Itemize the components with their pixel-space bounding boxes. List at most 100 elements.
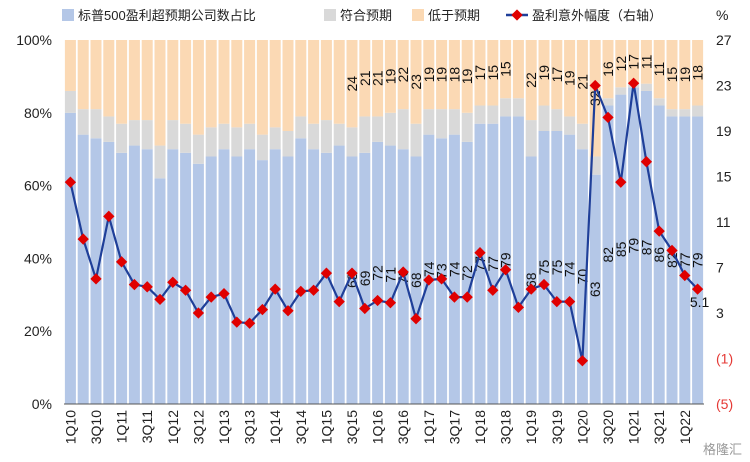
bar-layer: [64, 40, 704, 405]
bar-2q16-s1: [384, 112, 396, 146]
bar-2q22-s1: [692, 105, 704, 117]
bar-1q13-s2: [218, 40, 230, 124]
surprise-point-3q13: [243, 317, 256, 329]
surprise-point-1q18: [474, 247, 486, 259]
legend-label-0: 标普500盈利超预期公司数占比: [78, 8, 256, 23]
bar-label-3q18-s2: 15: [498, 61, 514, 77]
bar-4q20-s1: [615, 87, 627, 95]
bar-4q16-s2: [410, 40, 422, 124]
bar-3q18-s2: [500, 40, 512, 99]
bar-label-4q21-s2: 15: [664, 67, 680, 83]
surprise-point-2q19: [538, 278, 550, 291]
bar-4q21-s2: [666, 40, 678, 110]
bar-3q16-s1: [397, 109, 409, 150]
bar-1q13-s1: [218, 123, 230, 150]
surprise-point-3q17: [448, 291, 461, 303]
surprise-point-1q16: [371, 294, 384, 307]
surprise-point-4q16: [410, 313, 422, 325]
bar-3q15-s1: [346, 127, 358, 157]
bar-1q10-s0: [64, 112, 76, 405]
bar-4q13-s0: [256, 160, 268, 404]
bar-label-1q21-s2: 17: [626, 54, 642, 70]
bar-3q16-s2: [397, 40, 409, 110]
bar-4q10-s0: [103, 141, 115, 405]
surprise-point-3q15: [346, 267, 358, 279]
surprise-point-2q11: [128, 278, 141, 291]
bar-label-3q17-s2: 18: [446, 67, 462, 83]
bar-1q16-s1: [372, 116, 384, 142]
surprise-point-3q11: [141, 281, 153, 293]
bar-1q14-s1: [269, 127, 281, 150]
y-right-tick-7: 23: [716, 78, 732, 94]
y-left-tick-5: 100%: [16, 32, 52, 48]
bar-label-4q16-s2: 23: [408, 74, 424, 90]
bar-label-4q19-s2: 19: [562, 70, 578, 86]
surprise-point-4q17: [461, 291, 473, 303]
watermark-text: 格隆汇: [703, 442, 742, 457]
bar-4q10-s2: [103, 40, 115, 117]
y-left-tick-3: 60%: [24, 178, 52, 194]
bar-4q13-s2: [256, 40, 268, 135]
surprise-point-2q13: [231, 316, 243, 328]
bar-label-2q21-s0: 87: [638, 239, 654, 255]
bar-1q22-s2: [679, 40, 691, 110]
bar-4q15-s0: [359, 152, 371, 404]
surprise-point-1q17: [423, 274, 435, 286]
bar-4q15-s1: [359, 116, 371, 153]
surprise-point-4q18: [512, 301, 525, 313]
bar-2q22-s2: [692, 40, 704, 106]
bar-4q12-s0: [205, 156, 217, 404]
bar-1q20-s0: [576, 149, 588, 404]
bar-label-2q17-s2: 19: [434, 67, 450, 83]
bar-2q12-s2: [180, 40, 192, 124]
bar-label-3q15-s2: 24: [344, 76, 360, 92]
bar-2q17-s0: [436, 138, 448, 404]
surprise-point-3q21: [653, 225, 665, 237]
x-tick-1q10: 1Q10: [62, 410, 78, 444]
bar-2q19-s1: [538, 105, 550, 131]
bar-2q21-s1: [640, 83, 652, 91]
bar-2q21-s0: [640, 90, 652, 405]
x-tick-1q14: 1Q14: [267, 410, 283, 444]
bar-1q22-s1: [679, 109, 691, 117]
surprise-point-3q16: [397, 266, 409, 278]
bar-3q15-s0: [346, 156, 358, 404]
surprise-point-1q13: [218, 288, 230, 300]
bar-1q11-s0: [116, 152, 128, 404]
bar-4q12-s2: [205, 40, 217, 128]
bar-1q13-s0: [218, 149, 230, 404]
bar-label-1q21-s0: 79: [626, 238, 642, 254]
x-tick-1q18: 1Q18: [472, 410, 488, 444]
bar-label-2q17-s0: 73: [434, 263, 450, 279]
bar-1q20-s2: [576, 40, 588, 124]
bar-1q20-s1: [576, 123, 588, 150]
bar-2q13-s0: [231, 156, 243, 404]
bar-2q22-s0: [692, 116, 704, 404]
bar-label-2q22-s0: 79: [690, 252, 706, 268]
x-tick-1q17: 1Q17: [421, 410, 437, 444]
bar-label-1q16-s2: 21: [370, 70, 386, 86]
bar-label-2q16-s2: 19: [382, 68, 398, 84]
bar-label-1q17-s0: 74: [421, 261, 437, 277]
bar-label-1q16-s0: 72: [370, 265, 386, 281]
x-tick-3q10: 3Q10: [88, 410, 104, 444]
line-layer: 5.1: [64, 77, 710, 367]
bar-1q11-s1: [116, 123, 128, 153]
bar-1q22-s0: [679, 116, 691, 404]
bar-1q19-s0: [525, 156, 537, 404]
bar-label-3q16-s2: 22: [395, 67, 411, 83]
bar-4q18-s1: [512, 98, 524, 117]
bar-3q11-s0: [141, 149, 153, 404]
surprise-point-2q18: [487, 284, 499, 296]
bar-3q13-s2: [244, 40, 256, 124]
bar-label-3q20-s0: 82: [600, 247, 616, 263]
bar-1q16-s2: [372, 40, 384, 117]
bar-2q13-s2: [231, 40, 243, 128]
x-tick-3q18: 3Q18: [498, 410, 514, 444]
bar-1q14-s0: [269, 149, 281, 404]
bar-3q14-s1: [295, 116, 307, 139]
bar-3q17-s0: [448, 134, 460, 404]
bar-4q19-s2: [564, 40, 576, 117]
bar-label-2q22-s2: 18: [690, 65, 706, 81]
